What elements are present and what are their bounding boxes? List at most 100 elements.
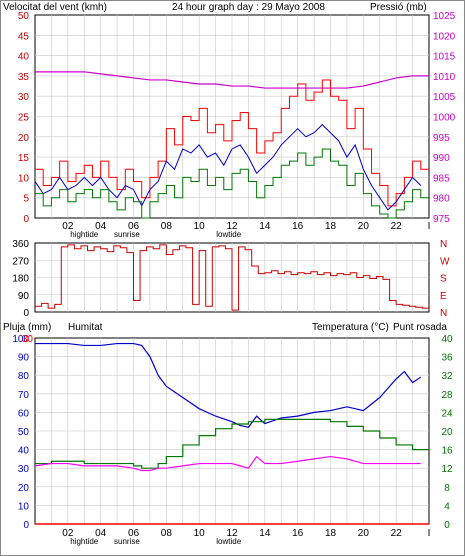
wind-x-tick-label: 10 [194, 221, 206, 232]
wind-x-event-label: hightide [70, 230, 99, 239]
wind-x-tick-label: I [428, 221, 431, 232]
humidity-title: Humitat [68, 322, 103, 333]
humidity-y-tick-label: 80 [18, 371, 30, 382]
wind-average-line [34, 123, 422, 211]
wind-x-tick-label: 14 [259, 221, 271, 232]
rain-y-tick-label: 30 [22, 334, 34, 345]
humidity-x-tick-label: 06 [128, 528, 140, 539]
wind-x-tick-label: 18 [325, 221, 337, 232]
wind-y-tick-label: 20 [18, 133, 30, 144]
humidity-x-tick-label: 14 [259, 528, 271, 539]
temperature-title: Temperatura (°C) [312, 322, 389, 333]
humidity-x-event-label: hightide [70, 537, 99, 546]
humidity-y-tick-label: 40 [18, 446, 30, 457]
pressure-y-tick-label: 1000 [433, 113, 456, 124]
temperature-y-tick-label: 12 [441, 464, 453, 475]
temperature-y-tick-label: 24 [441, 408, 453, 419]
pressure-y-tick-label: 985 [433, 173, 450, 184]
humidity-y-tick-label: 20 [18, 483, 30, 494]
humidity-x-tick-label: 02 [62, 528, 74, 539]
humidity-y-tick-label: 70 [18, 390, 30, 401]
humidity-x-event-label: sunrise [114, 537, 140, 546]
pressure-y-tick-label: 975 [433, 214, 450, 225]
wind-y-tick-label: 50 [18, 11, 30, 22]
humidity-x-tick-label: 12 [226, 528, 238, 539]
humidity-x-tick-label: 10 [194, 528, 206, 539]
wind-y-tick-label: 45 [18, 31, 30, 42]
humidity-x-tick-label: 04 [95, 528, 107, 539]
compass-label: W [440, 256, 450, 267]
humidity-temperature-panel: 0102030405060708090100300481216202428323… [12, 334, 453, 546]
humidity-y-tick-label: 0 [23, 520, 29, 531]
pressure-y-tick-label: 995 [433, 133, 450, 144]
pressure-y-tick-label: 1005 [433, 92, 456, 103]
pressure-y-tick-label: 1020 [433, 31, 456, 42]
compass-label: N [440, 308, 447, 319]
wind-pressure-panel: 0510152025303540455097598098599099510001… [18, 11, 456, 239]
humidity-y-tick-label: 60 [18, 408, 30, 419]
dewpoint-title: Punt rosada [393, 322, 447, 333]
temperature-y-tick-label: 36 [441, 353, 453, 364]
wind-y-tick-label: 30 [18, 92, 30, 103]
humidity-x-tick-label: I [428, 528, 431, 539]
wind-axis-title: Velocitat del vent (kmh) [3, 2, 107, 13]
humidity-x-tick-label: 16 [292, 528, 304, 539]
humidity-y-tick-label: 100 [12, 334, 29, 345]
pressure-axis-title: Pressió (mb) [370, 2, 427, 13]
humidity-y-tick-label: 50 [18, 427, 30, 438]
temperature-y-tick-label: 0 [444, 520, 450, 531]
temperature-y-tick-label: 20 [441, 427, 453, 438]
wind-x-tick-label: 04 [95, 221, 107, 232]
humidity-x-tick-label: 18 [325, 528, 337, 539]
wind-x-tick-label: 12 [226, 221, 238, 232]
temperature-y-tick-label: 16 [441, 446, 453, 457]
wind-direction-line [35, 244, 429, 311]
wind-y-tick-label: 0 [23, 214, 29, 225]
pressure-y-tick-label: 980 [433, 194, 450, 205]
direction-y-tick-label: 180 [12, 274, 29, 285]
humidity-y-tick-label: 10 [18, 501, 30, 512]
direction-y-tick-label: 270 [12, 256, 29, 267]
dewpoint-line [34, 455, 421, 472]
wind-y-tick-label: 5 [23, 194, 29, 205]
wind-x-tick-label: 06 [128, 221, 140, 232]
wind-x-event-label: lowtide [216, 230, 241, 239]
humidity-y-tick-label: 30 [18, 464, 30, 475]
temperature-y-tick-label: 32 [441, 371, 453, 382]
pressure-y-tick-label: 1015 [433, 52, 456, 63]
humidity-x-tick-label: 20 [358, 528, 370, 539]
direction-y-tick-label: 0 [23, 308, 29, 319]
temperature-y-tick-label: 40 [441, 334, 453, 345]
compass-label: N [440, 239, 447, 250]
wind-x-tick-label: 22 [391, 221, 403, 232]
pressure-y-tick-label: 1025 [433, 11, 456, 22]
wind-gust-line [35, 79, 429, 207]
direction-y-tick-label: 360 [12, 239, 29, 250]
wind-y-tick-label: 10 [18, 173, 30, 184]
wind-y-tick-label: 15 [18, 153, 30, 164]
wind-x-tick-label: 16 [292, 221, 304, 232]
compass-label: E [440, 291, 447, 302]
temperature-y-tick-label: 8 [444, 483, 450, 494]
temperature-y-tick-label: 28 [441, 390, 453, 401]
wind-y-tick-label: 25 [18, 113, 30, 124]
compass-label: S [440, 274, 447, 285]
wind-x-tick-label: 08 [161, 221, 173, 232]
wind-x-tick-label: 02 [62, 221, 74, 232]
humidity-x-event-label: lowtide [216, 537, 241, 546]
temperature-line [35, 418, 429, 469]
pressure-y-tick-label: 990 [433, 153, 450, 164]
direction-y-tick-label: 90 [18, 291, 30, 302]
wind-x-event-label: sunrise [114, 230, 140, 239]
rain-axis-title: Pluja (mm) [3, 322, 51, 333]
chart-title: 24 hour graph day : 29 Mayo 2008 [172, 2, 325, 13]
wind-x-tick-label: 20 [358, 221, 370, 232]
humidity-x-tick-label: 08 [161, 528, 173, 539]
wind-y-tick-label: 40 [18, 52, 30, 63]
wind-low-line [35, 148, 429, 219]
humidity-x-tick-label: 22 [391, 528, 403, 539]
pressure-y-tick-label: 1010 [433, 72, 456, 83]
temperature-y-tick-label: 4 [444, 501, 450, 512]
